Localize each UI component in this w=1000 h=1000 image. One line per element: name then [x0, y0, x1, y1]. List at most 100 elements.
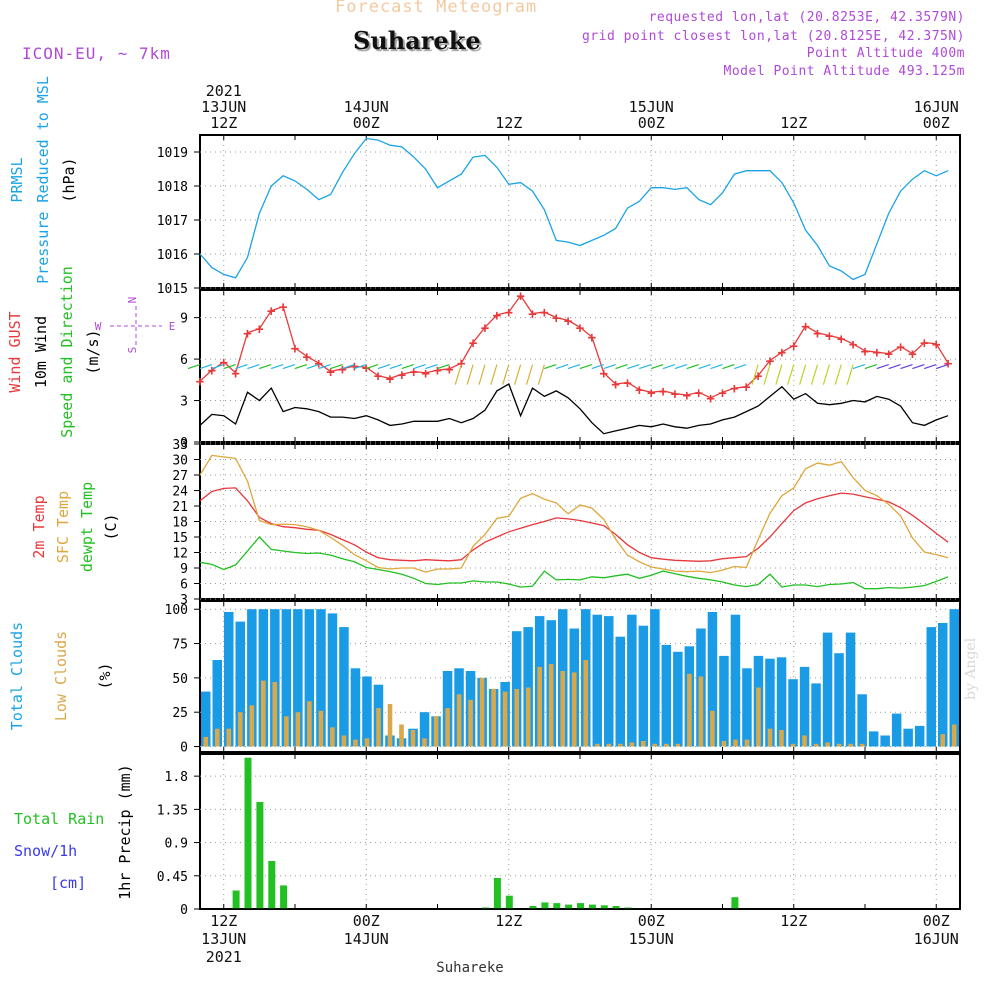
- y-tick-label: 0: [180, 903, 188, 918]
- gust-marker: +: [315, 356, 323, 372]
- gust-marker: +: [932, 337, 940, 353]
- low-cloud-bar: [560, 671, 565, 747]
- y-tick-label: 12: [172, 547, 188, 562]
- wind-direction-arrow: [888, 364, 901, 370]
- y-tick-label: 24: [172, 485, 188, 500]
- total-cloud-bar: [788, 679, 798, 747]
- wind-direction-arrow: [490, 364, 498, 385]
- low-cloud-bar: [641, 741, 646, 747]
- rain-bar: [244, 757, 252, 909]
- total-cloud-bar: [811, 683, 821, 747]
- gust-marker: +: [433, 363, 441, 379]
- y-tick-label: 1.35: [157, 803, 188, 818]
- wind-side-label: (m/s): [84, 329, 102, 374]
- gust-marker: +: [944, 356, 952, 372]
- gust-marker: +: [326, 365, 334, 381]
- low-cloud-bar: [537, 666, 542, 747]
- low-cloud-bar: [491, 688, 496, 747]
- total-cloud-bar: [638, 625, 649, 747]
- low-cloud-bar: [307, 701, 312, 747]
- gust-marker: +: [659, 384, 667, 400]
- rain-bar: [553, 903, 561, 909]
- y-tick-label: 0: [180, 436, 188, 451]
- gust-marker: +: [671, 387, 679, 403]
- low-cloud-bar: [848, 743, 853, 747]
- y-tick-label: 1019: [157, 146, 188, 161]
- gust-marker: +: [600, 366, 608, 382]
- gust-marker: +: [267, 304, 275, 320]
- low-cloud-bar: [618, 743, 623, 747]
- y-tick-label: 0.9: [165, 837, 188, 852]
- wind-direction-arrow: [834, 364, 842, 385]
- y-tick-label: 100: [165, 603, 188, 618]
- gust-marker: +: [552, 311, 560, 327]
- wind-direction-arrow: [437, 364, 450, 370]
- rain-bar: [280, 885, 288, 909]
- low-cloud-bar: [756, 687, 761, 747]
- total-cloud-bar: [258, 609, 269, 747]
- wind-direction-arrow: [900, 364, 913, 370]
- y-tick-label: 25: [172, 706, 188, 721]
- y-tick-label: 1016: [157, 248, 188, 263]
- bottom-time-label: 12Z: [495, 912, 522, 930]
- total-cloud-bar: [281, 609, 292, 747]
- y-tick-label: 9: [180, 312, 188, 327]
- wind-direction-arrow: [502, 364, 510, 385]
- bottom-time-label: 12Z: [210, 912, 237, 930]
- gust-marker: +: [469, 336, 477, 352]
- wind-direction-arrow: [306, 364, 319, 370]
- gust-marker: +: [790, 338, 798, 354]
- wind-direction-arrow: [389, 364, 403, 370]
- y-tick-label: 3: [180, 395, 188, 410]
- y-tick-label: 6: [180, 353, 188, 368]
- bottom-time-label: 14JUN: [344, 930, 389, 948]
- footer-station: Suhareke: [436, 960, 503, 976]
- total-cloud-bar: [523, 627, 533, 747]
- gust-marker: +: [837, 331, 845, 347]
- y-tick-label: 0.45: [157, 870, 188, 885]
- rain-bar: [731, 897, 739, 909]
- wind-direction-arrow: [259, 364, 272, 370]
- y-tick-label: 1015: [157, 282, 188, 297]
- wind-direction-arrow: [478, 364, 486, 385]
- low-cloud-bar: [802, 735, 807, 747]
- gust-marker: +: [576, 320, 584, 336]
- total-cloud-bar: [857, 694, 867, 747]
- gust-marker: +: [908, 347, 916, 363]
- top-time-label: 12Z: [210, 114, 237, 132]
- wind-direction-arrow: [639, 364, 652, 370]
- compass-north: N: [126, 297, 139, 304]
- total-cloud-bar: [799, 666, 810, 747]
- wind-side-label: Wind GUST: [6, 311, 24, 392]
- gust-marker: +: [540, 305, 548, 321]
- compass-east: E: [169, 320, 176, 333]
- gust-marker: +: [493, 308, 501, 324]
- y-tick-label: 30: [172, 454, 188, 469]
- gust-marker: +: [255, 322, 263, 338]
- rain-bar: [232, 890, 240, 909]
- rain-bar: [612, 906, 620, 909]
- gust-marker: +: [528, 306, 536, 322]
- low-cloud-bar: [595, 743, 600, 747]
- gust-marker: +: [683, 388, 691, 404]
- wind-side-label: Speed and Direction: [58, 266, 76, 438]
- low-cloud-bar: [261, 680, 266, 747]
- wind-direction-arrow: [650, 364, 664, 370]
- gust-line: [199, 294, 949, 399]
- gust-marker: +: [410, 365, 418, 381]
- total-cloud-bar: [362, 676, 372, 747]
- temp-side-label: (C): [102, 513, 120, 540]
- low-cloud-bar: [353, 739, 358, 747]
- y-tick-label: 18: [172, 516, 188, 531]
- low-cloud-bar: [203, 736, 209, 747]
- low-cloud-bar: [525, 687, 531, 747]
- top-time-label: 2021: [206, 82, 242, 100]
- pressure-side-label: PRMSL: [8, 157, 26, 202]
- temp-side-label: 2m Temp: [30, 495, 48, 558]
- low-cloud-bar: [249, 705, 255, 747]
- bottom-time-label: 00Z: [923, 912, 950, 930]
- wind-direction-arrow: [525, 364, 534, 385]
- total-cloud-bar: [891, 713, 902, 747]
- gust-marker: +: [279, 300, 287, 316]
- wind-direction-arrow: [294, 364, 308, 370]
